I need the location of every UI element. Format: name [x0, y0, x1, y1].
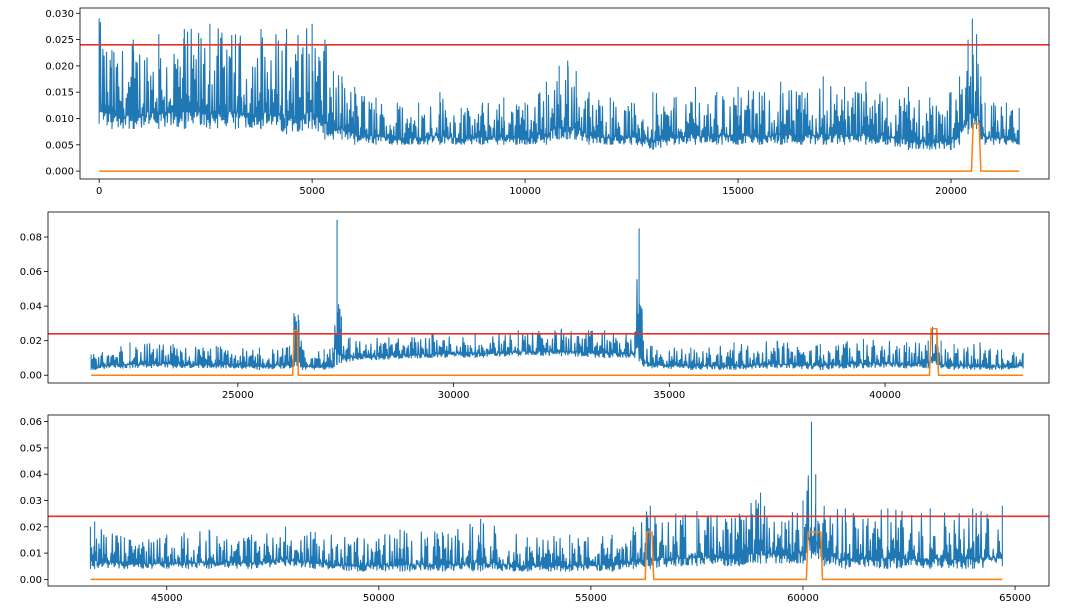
anomaly-flag-line: [90, 531, 1003, 581]
y-tick-label: 0.06: [20, 417, 42, 428]
y-tick-label: 0.02: [20, 336, 42, 347]
axes-frame: [47, 211, 1050, 384]
y-tick-label: 0.025: [45, 35, 74, 46]
y-tick-label: 0.00: [20, 371, 42, 382]
y-tick-label: 0.00: [20, 575, 42, 586]
signal-series-line: [98, 18, 1020, 151]
y-tick-label: 0.020: [45, 61, 74, 72]
signal-series-line: [89, 421, 1003, 572]
axes-frame: [79, 7, 1050, 180]
anomaly-flag-line: [91, 327, 1024, 376]
y-tick-label: 0.08: [20, 233, 42, 244]
y-tick-label: 0.005: [45, 140, 74, 151]
y-tick-label: 0.04: [20, 470, 42, 481]
y-tick-label: 0.01: [20, 549, 42, 560]
plot-area: [48, 421, 1049, 581]
x-tick-label: 50000: [363, 593, 395, 604]
x-tick-label: 30000: [438, 390, 470, 401]
x-tick-label: 25000: [222, 390, 254, 401]
x-tick-label: 45000: [151, 593, 183, 604]
x-tick-label: 0: [96, 186, 102, 197]
x-tick-label: 5000: [299, 186, 324, 197]
x-tick-label: 40000: [869, 390, 901, 401]
x-tick-label: 55000: [575, 593, 607, 604]
anomaly-flag-line: [99, 123, 1020, 172]
y-tick-label: 0.000: [45, 167, 74, 178]
y-tick-label: 0.030: [45, 9, 74, 20]
x-tick-label: 60000: [787, 593, 819, 604]
x-tick-label: 20000: [935, 186, 967, 197]
x-tick-label: 10000: [509, 186, 541, 197]
y-tick-label: 0.03: [20, 496, 42, 507]
y-tick-label: 0.05: [20, 443, 42, 454]
y-tick-label: 0.010: [45, 114, 74, 125]
chart-panel-3: 45000 50000 55000 60000 65000 0.00 0.01 0.02 0.0…: [20, 414, 1050, 604]
y-tick-label: 0.02: [20, 522, 42, 533]
chart-panel-2: 25000 30000 35000 40000 0.00 0.02 0.04 0.06 0.08: [20, 211, 1050, 401]
x-tick-label: 65000: [999, 593, 1031, 604]
signal-series-line: [90, 219, 1024, 371]
y-tick-label: 0.015: [45, 88, 74, 99]
plot-area: [80, 18, 1049, 172]
x-tick-label: 15000: [722, 186, 754, 197]
y-tick-label: 0.04: [20, 302, 42, 313]
chart-panel-1: 0 5000 10000 15000 20000 0.000 0.005 0.010 0.015…: [45, 7, 1050, 197]
x-tick-label: 35000: [653, 390, 685, 401]
plot-area: [48, 219, 1049, 376]
y-tick-label: 0.06: [20, 267, 42, 278]
